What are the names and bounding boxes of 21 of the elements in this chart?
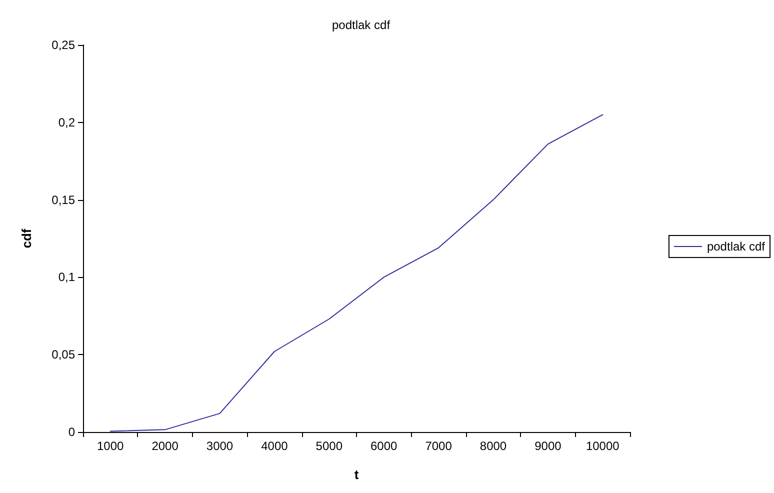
x-tick-label: 9000 bbox=[534, 439, 562, 453]
y-tick-label: 0,15 bbox=[52, 192, 76, 207]
y-tick-label: 0 bbox=[68, 425, 76, 439]
x-tick-label: 6000 bbox=[370, 439, 398, 453]
x-axis-title: t bbox=[354, 467, 360, 482]
x-tick-label: 8000 bbox=[480, 439, 507, 453]
x-tick-label: 3000 bbox=[206, 439, 234, 453]
y-tick-label: 0,05 bbox=[52, 348, 76, 362]
x-tick-label: 5000 bbox=[316, 439, 343, 453]
line-series bbox=[110, 114, 604, 432]
x-tick-label: 4000 bbox=[261, 439, 288, 453]
y-tick-label: 0,1 bbox=[58, 270, 76, 284]
y-tick-label: 0,25 bbox=[52, 38, 76, 52]
x-tick-label: 7000 bbox=[425, 439, 452, 453]
y-tick-label: 0,2 bbox=[58, 115, 76, 130]
x-tick-label: 10000 bbox=[586, 439, 620, 453]
x-tick-label: 1000 bbox=[97, 439, 124, 453]
y-axis-title: cdf bbox=[19, 228, 34, 248]
chart-title: podtlak cdf bbox=[332, 18, 391, 32]
x-tick-label: 2000 bbox=[152, 439, 179, 453]
legend-label: podtlak cdf bbox=[706, 240, 766, 254]
